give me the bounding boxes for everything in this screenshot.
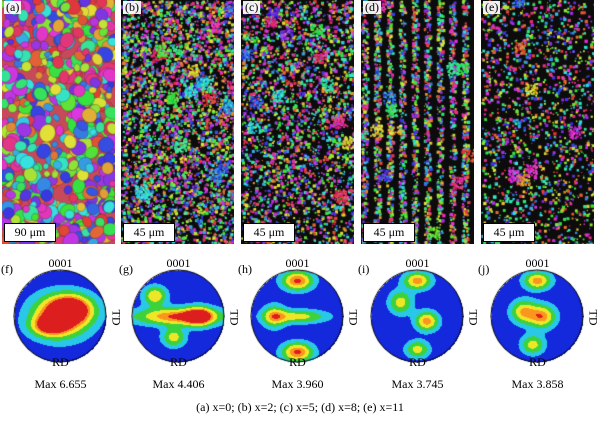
figure-caption: (a) x=0; (b) x=2; (c) x=5; (d) x=8; (e) … xyxy=(196,400,404,414)
ebsd-map-d: (d) 45 μm xyxy=(361,0,474,244)
ebsd-map-e: (e) 45 μm xyxy=(481,0,594,244)
pole-figure-label: (i) xyxy=(358,262,370,276)
ebsd-map-image xyxy=(361,0,474,244)
ebsd-map-image xyxy=(2,0,115,244)
scale-bar: 45 μm xyxy=(243,223,295,242)
ebsd-map-a: (a) 90 μm xyxy=(2,0,115,244)
pole-figure-td-label: TD xyxy=(466,309,481,326)
scale-bar: 90 μm xyxy=(4,223,56,242)
pole-figure-label: (h) xyxy=(238,262,252,276)
pole-figure-f: (f) 0001 RD TD Max 6.655 xyxy=(1,256,124,391)
pole-figure-disc xyxy=(490,269,584,363)
pole-figure-label: (f) xyxy=(1,262,13,276)
pole-figure-max: Max 4.406 xyxy=(152,377,205,391)
pole-figure-label: (g) xyxy=(119,262,133,276)
ebsd-map-label: (a) xyxy=(4,0,22,14)
pole-figure-max: Max 3.960 xyxy=(271,377,324,391)
pole-figure-top-label: 0001 xyxy=(166,256,191,270)
ebsd-map-image xyxy=(121,0,234,244)
ebsd-map-c: (c) 45 μm xyxy=(241,0,354,244)
pole-figure-disc xyxy=(370,269,464,363)
pole-figure-max: Max 3.858 xyxy=(511,377,564,391)
pole-figure-td-label: TD xyxy=(346,309,361,326)
ebsd-map-label: (b) xyxy=(123,0,141,14)
pole-figure-label: (j) xyxy=(478,262,490,276)
scale-bar: 45 μm xyxy=(123,223,175,242)
pole-figure-top-label: 0001 xyxy=(405,256,430,270)
pole-figure-i: (i) 0001 RD TD Max 3.745 xyxy=(358,256,481,391)
pole-figure-disc xyxy=(250,269,344,363)
pole-figure-max: Max 3.745 xyxy=(391,377,444,391)
pole-figure-top-label: 0001 xyxy=(285,256,310,270)
ebsd-map-label: (e) xyxy=(483,0,501,14)
pole-figure-top-label: 0001 xyxy=(525,256,550,270)
pole-figure-disc xyxy=(13,269,107,363)
ebsd-map-b: (b) 45 μm xyxy=(121,0,234,244)
pole-figure-top-label: 0001 xyxy=(48,256,73,270)
pole-figure-rd-label: RD xyxy=(529,355,546,369)
scale-bar: 45 μm xyxy=(483,223,535,242)
pole-figure-rd-label: RD xyxy=(409,355,426,369)
ebsd-map-image xyxy=(241,0,354,244)
pole-figure-td-label: TD xyxy=(586,309,600,326)
pole-figure-g: (g) 0001 RD TD Max 4.406 xyxy=(119,256,242,391)
pole-figure-rd-label: RD xyxy=(289,355,306,369)
ebsd-map-label: (d) xyxy=(363,0,381,14)
ebsd-map-image xyxy=(481,0,594,244)
ebsd-map-label: (c) xyxy=(243,0,261,14)
pole-figure-j: (j) 0001 RD TD Max 3.858 xyxy=(478,256,600,391)
pole-figure-rd-label: RD xyxy=(170,355,187,369)
pole-figure-max: Max 6.655 xyxy=(34,377,87,391)
scale-bar: 45 μm xyxy=(363,223,415,242)
pole-figure-rd-label: RD xyxy=(52,355,69,369)
pole-figure-disc xyxy=(131,269,225,363)
pole-figure-h: (h) 0001 RD TD Max 3.960 xyxy=(238,256,361,391)
